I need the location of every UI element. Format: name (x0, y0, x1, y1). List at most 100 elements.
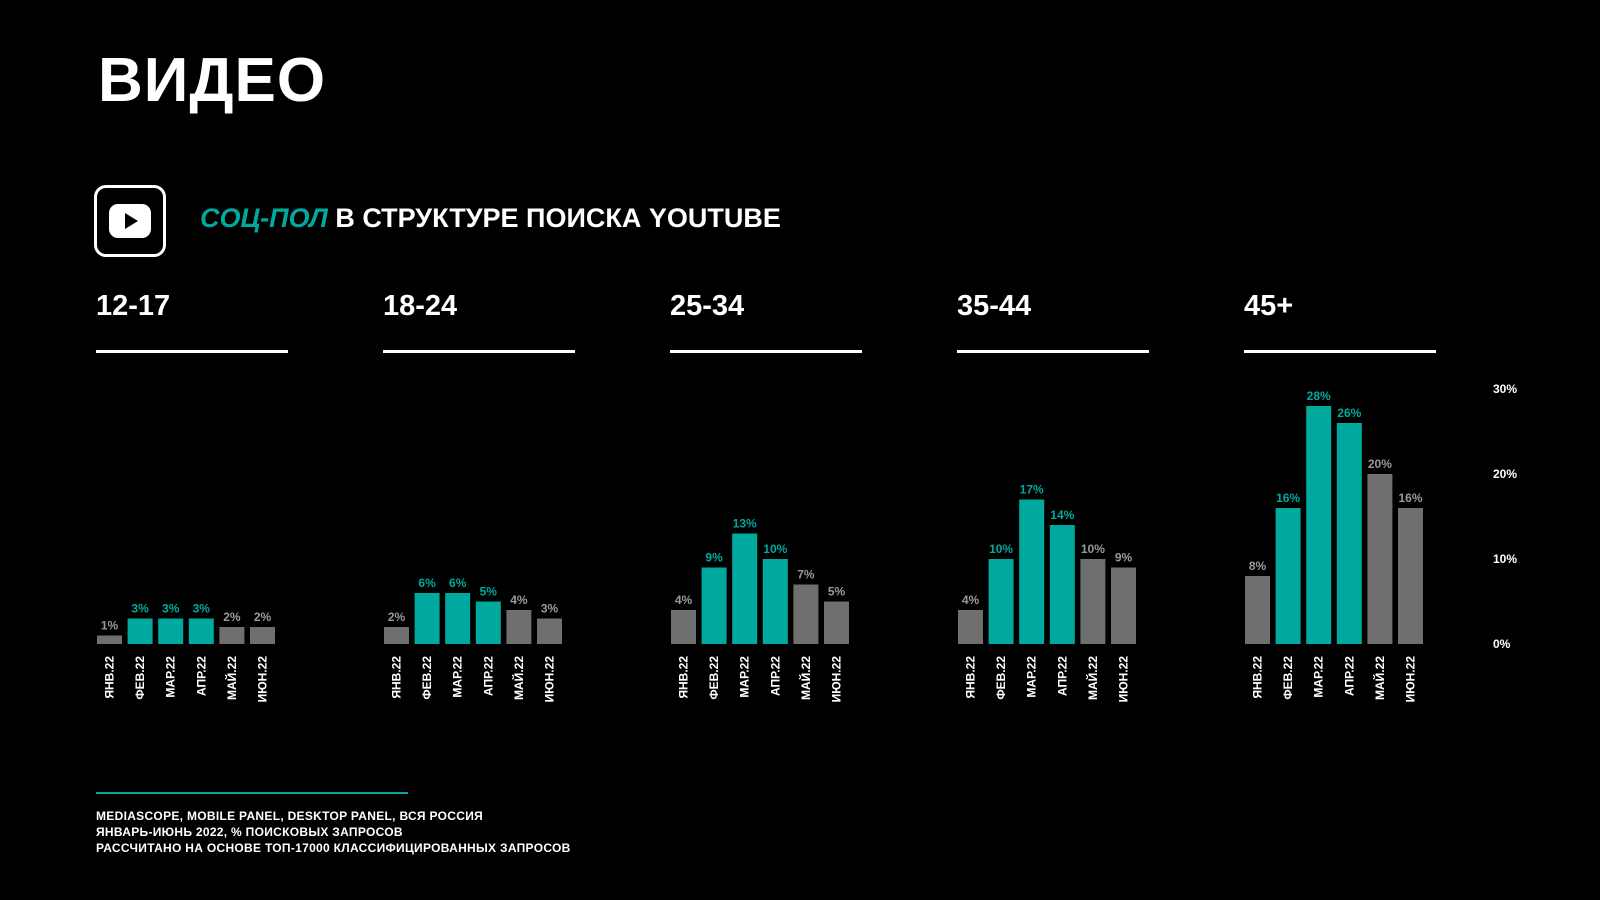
y-tick-label: 30% (1493, 382, 1517, 396)
bar (1398, 508, 1423, 644)
data-label: 4% (510, 593, 528, 607)
bar (97, 635, 122, 644)
x-tick-label: ЯНВ.22 (677, 656, 691, 699)
source-line: РАССЧИТАНО НА ОСНОВЕ ТОП-17000 КЛАССИФИЦ… (96, 841, 571, 855)
data-label: 1% (101, 619, 119, 633)
y-tick-label: 10% (1493, 552, 1517, 566)
x-tick-label: АПР.22 (768, 656, 782, 696)
x-tick-label: ИЮН.22 (543, 656, 557, 703)
x-tick-label: ИЮН.22 (1117, 656, 1131, 703)
x-tick-label: ИЮН.22 (1404, 656, 1418, 703)
data-label: 13% (733, 517, 757, 531)
data-label: 2% (223, 610, 241, 624)
bar (1111, 567, 1136, 644)
x-tick-label: ЯНВ.22 (1251, 656, 1265, 699)
group-underline (96, 350, 288, 353)
x-tick-label: МАЙ.22 (798, 656, 813, 700)
data-label: 3% (193, 602, 211, 616)
youtube-icon (94, 185, 166, 257)
x-tick-label: МАЙ.22 (511, 656, 526, 700)
bar (1336, 423, 1362, 644)
bar (671, 610, 696, 644)
subtitle-rest: В СТРУКТУРЕ ПОИСКА YOUTUBE (335, 203, 781, 233)
bar (475, 601, 501, 644)
bar (127, 618, 153, 644)
data-label: 6% (449, 576, 467, 590)
x-tick-label: МАР.22 (1025, 656, 1039, 698)
group-label-18-24: 18-24 (383, 290, 458, 322)
data-label: 5% (480, 585, 498, 599)
group-label-45-plus: 45+ (1244, 290, 1294, 322)
data-label: 26% (1337, 406, 1361, 420)
chart-subtitle: СОЦ-ПОЛ В СТРУКТУРЕ ПОИСКА YOUTUBE (200, 205, 781, 232)
x-tick-label: МАР.22 (738, 656, 752, 698)
data-label: 9% (1115, 551, 1133, 565)
data-label: 16% (1276, 491, 1300, 505)
x-tick-label: АПР.22 (1342, 656, 1356, 696)
y-tick-label: 20% (1493, 467, 1517, 481)
bar (1049, 525, 1075, 644)
source-line: MEDIASCOPE, MOBILE PANEL, DESKTOP PANEL,… (96, 809, 484, 823)
data-label: 3% (541, 602, 559, 616)
group-underline (383, 350, 575, 353)
x-tick-label: ЯНВ.22 (390, 656, 404, 699)
x-tick-label: АПР.22 (194, 656, 208, 696)
bar (219, 627, 245, 644)
data-label: 10% (1081, 542, 1105, 556)
data-label: 28% (1307, 389, 1331, 403)
group-label-35-44: 35-44 (957, 290, 1032, 322)
group-underline (1244, 350, 1436, 353)
data-label: 10% (763, 542, 787, 556)
youtube-play-icon (109, 204, 151, 238)
bar (506, 610, 532, 644)
bar (1245, 576, 1270, 644)
bar (1367, 474, 1393, 644)
group-label-12-17: 12-17 (96, 290, 171, 322)
subtitle-accent: СОЦ-ПОЛ (200, 203, 328, 233)
data-label: 8% (1249, 559, 1267, 573)
x-tick-label: МАЙ.22 (224, 656, 239, 700)
bar (1306, 406, 1332, 644)
x-tick-label: МАР.22 (164, 656, 178, 698)
bar (732, 533, 758, 644)
x-tick-label: МАР.22 (451, 656, 465, 698)
bar (1275, 508, 1301, 644)
x-tick-label: МАЙ.22 (1372, 656, 1387, 700)
bar (414, 593, 440, 644)
x-tick-label: АПР.22 (481, 656, 495, 696)
x-tick-label: ЯНВ.22 (103, 656, 117, 699)
x-tick-label: ФЕВ.22 (994, 656, 1008, 700)
data-label: 2% (254, 610, 272, 624)
bar (958, 610, 983, 644)
bar (762, 559, 788, 644)
x-tick-label: ФЕВ.22 (420, 656, 434, 700)
y-tick-label: 0% (1493, 637, 1511, 651)
bar (445, 593, 471, 644)
sources-divider (96, 792, 408, 794)
bar (793, 584, 819, 644)
data-label: 4% (675, 593, 693, 607)
group-underline (957, 350, 1149, 353)
x-tick-label: МАР.22 (1312, 656, 1326, 698)
data-label: 14% (1050, 508, 1074, 522)
data-label: 5% (828, 585, 846, 599)
data-label: 2% (388, 610, 406, 624)
x-tick-label: МАЙ.22 (1085, 656, 1100, 700)
data-label: 9% (705, 551, 723, 565)
bar (824, 601, 849, 644)
group-underline (670, 350, 862, 353)
group-label-25-34: 25-34 (670, 290, 745, 322)
x-tick-label: АПР.22 (1055, 656, 1069, 696)
bar (250, 627, 275, 644)
bar (158, 618, 184, 644)
x-tick-label: ЯНВ.22 (964, 656, 978, 699)
data-label: 10% (989, 542, 1013, 556)
data-label: 4% (962, 593, 980, 607)
source-line: ЯНВАРЬ-ИЮНЬ 2022, % ПОИСКОВЫХ ЗАПРОСОВ (96, 825, 403, 839)
bar (384, 627, 409, 644)
bar (537, 618, 562, 644)
x-tick-label: ФЕВ.22 (707, 656, 721, 700)
bar (988, 559, 1014, 644)
data-label: 6% (418, 576, 436, 590)
